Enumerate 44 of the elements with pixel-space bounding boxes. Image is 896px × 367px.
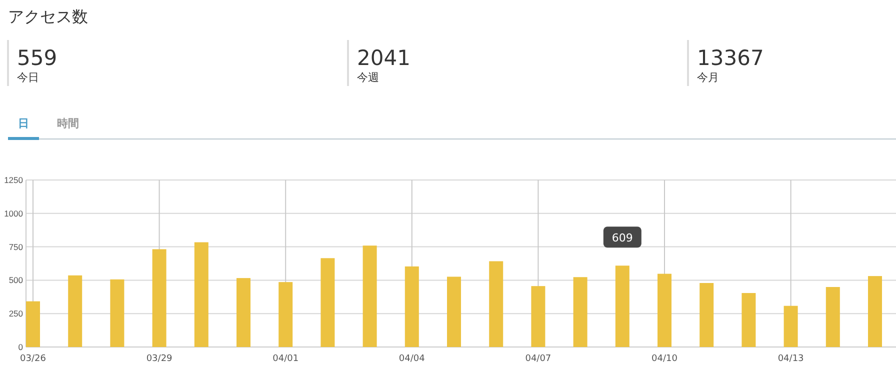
x-tick-label: 04/13 [778,354,804,364]
bar [362,246,377,347]
y-tick-label: 1000 [4,208,24,218]
x-tick-label: 04/04 [398,354,426,364]
x-tick-label: 04/01 [272,354,299,364]
y-tick-label: 500 [8,275,24,286]
bar [658,274,672,347]
x-tick-label: 03/29 [146,354,173,364]
bar [784,306,798,347]
y-tick-label: 0 [18,342,24,352]
bar [615,266,630,347]
bar [26,301,40,347]
bar [320,258,335,347]
y-tick-label: 250 [8,308,24,319]
x-tick-label: 04/07 [525,354,552,364]
y-tick-label: 1250 [4,175,24,185]
y-tick-label: 750 [8,242,24,252]
x-tick-label: 03/26 [20,354,46,364]
x-tick-label: 04/10 [652,354,678,364]
category-label: 今月 [697,71,719,84]
bar [404,266,419,347]
bar [826,287,840,347]
bar [110,279,124,347]
text: 時間 [57,117,79,130]
text: 日 [18,117,29,130]
data-label: 559 [17,46,58,70]
bar [489,261,504,347]
bar [742,293,756,347]
bar [152,249,166,347]
bar [236,278,250,347]
data-label: 2041 [357,46,410,70]
bar [573,277,588,347]
annotation: 609 [612,232,633,245]
bar [700,283,714,347]
bar [447,276,461,347]
category-label: 今日 [17,71,39,84]
bar [278,282,293,347]
bar [68,275,82,347]
bar [531,286,546,347]
bar [194,242,208,347]
text: アクセス数 [8,7,88,26]
bar [868,276,882,347]
data-label: 13367 [697,46,764,70]
category-label: 今週 [357,71,379,84]
